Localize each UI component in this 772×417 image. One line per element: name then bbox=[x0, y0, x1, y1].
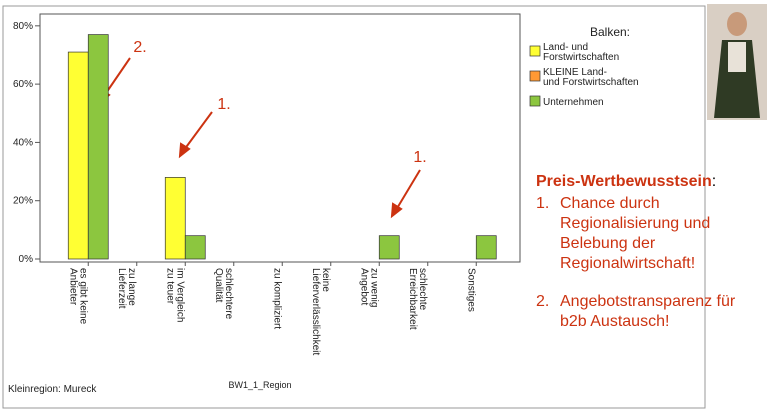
annotation: 2. bbox=[133, 39, 146, 56]
heading: Preis-Wertbewusstsein bbox=[536, 173, 712, 190]
x-axis-label: BW1_1_Region bbox=[228, 380, 291, 390]
x-tick-label: schlechtereQualität bbox=[213, 268, 234, 320]
panel-heading: Preis-Wertbewusstsein: bbox=[536, 172, 764, 192]
list-marker: 1. bbox=[536, 195, 550, 212]
bar bbox=[87, 34, 109, 260]
y-tick-label: 40% bbox=[13, 137, 33, 148]
legend-label: KLEINE Land-und Forstwirtschaften bbox=[543, 67, 639, 88]
x-tick-label: zu langeLieferzeit bbox=[116, 268, 137, 309]
bar bbox=[164, 177, 186, 260]
x-tick-label: zu wenigAngebot bbox=[358, 268, 379, 307]
x-tick-label: keineLieferverlässlichkeit bbox=[310, 268, 331, 355]
bar bbox=[184, 235, 206, 260]
y-tick-label: 80% bbox=[13, 21, 33, 32]
bar bbox=[67, 51, 89, 260]
text-panel: Preis-Wertbewusstsein: 1. Chance durch Re… bbox=[536, 172, 764, 350]
legend-swatch bbox=[529, 95, 541, 107]
legend-swatch bbox=[529, 45, 541, 57]
portrait bbox=[707, 4, 767, 120]
x-tick-label: Sonstiges bbox=[465, 268, 476, 312]
list-item: 1. Chance durch Regionalisierung und Bele… bbox=[536, 194, 764, 274]
x-tick-label: im Vergleichzu teuer bbox=[164, 268, 185, 322]
bar bbox=[378, 235, 400, 260]
list-marker: 2. bbox=[536, 293, 550, 310]
list-text: Chance durch Regionalisierung und Belebu… bbox=[560, 195, 711, 272]
annotation: 1. bbox=[217, 96, 230, 113]
note: Kleinregion: Mureck bbox=[8, 384, 97, 395]
list-text: Angebotstransparenz für b2b Austausch! bbox=[560, 293, 736, 330]
y-tick-label: 20% bbox=[13, 196, 33, 207]
list-item: 2. Angebotstransparenz für b2b Austausch! bbox=[536, 292, 764, 332]
bar bbox=[475, 235, 497, 260]
y-tick-label: 60% bbox=[13, 79, 33, 90]
y-tick-label: 0% bbox=[19, 254, 34, 265]
x-tick-label: es gibt keineAnbieter bbox=[67, 268, 88, 325]
x-tick-label: schlechteErreichbarkeit bbox=[407, 268, 428, 330]
legend-label: Unternehmen bbox=[543, 97, 604, 108]
x-tick-label: zu kompliziert bbox=[271, 268, 282, 329]
annotation: 1. bbox=[413, 149, 426, 166]
legend-swatch bbox=[529, 70, 541, 82]
plot-area bbox=[39, 13, 521, 263]
legend-label: Land- und Forstwirtschaften bbox=[543, 42, 619, 63]
heading-suffix: : bbox=[711, 173, 717, 190]
legend-title: Balken: bbox=[590, 25, 630, 39]
